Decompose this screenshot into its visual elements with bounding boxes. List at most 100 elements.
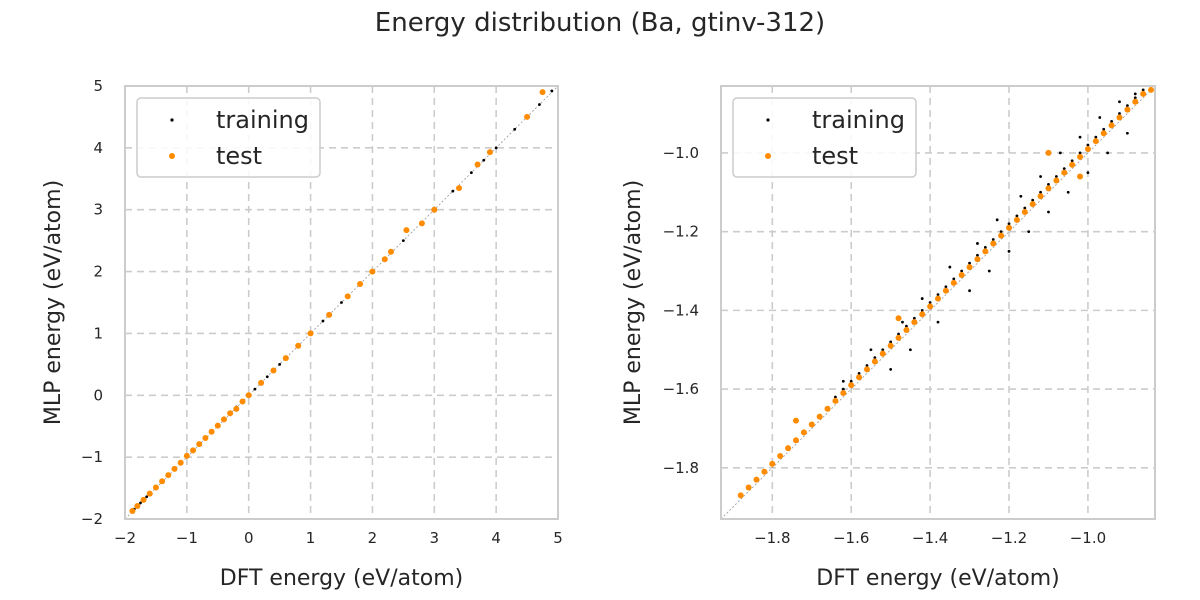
- training-point: [1007, 222, 1011, 226]
- training-point: [1078, 135, 1082, 139]
- training-point: [908, 348, 912, 352]
- test-point: [214, 422, 221, 429]
- training-point: [550, 89, 554, 93]
- y-tick-label: 0: [93, 386, 103, 404]
- legend-label: training: [812, 106, 905, 134]
- legend-marker-training: [170, 118, 174, 122]
- test-point: [1092, 138, 1099, 145]
- legend-marker-training: [766, 118, 770, 122]
- y-tick-label: −1.2: [663, 223, 699, 241]
- test-point: [863, 366, 870, 373]
- test-point: [919, 311, 926, 318]
- points-group: [129, 89, 554, 514]
- test-point: [369, 268, 376, 275]
- training-point: [901, 320, 904, 324]
- test-point: [208, 428, 215, 435]
- x-tick-label: 3: [430, 529, 440, 547]
- test-point: [486, 149, 493, 156]
- training-point: [1039, 190, 1042, 194]
- training-point: [865, 364, 869, 367]
- training-point: [976, 242, 979, 245]
- training-point: [1027, 230, 1031, 234]
- test-point: [524, 113, 531, 120]
- training-point: [897, 332, 900, 336]
- test-point: [1045, 185, 1052, 192]
- test-point: [832, 397, 839, 404]
- test-point: [935, 295, 941, 302]
- training-point: [834, 395, 837, 399]
- training-point: [1023, 206, 1027, 210]
- test-point: [295, 342, 302, 349]
- test-point: [177, 459, 184, 466]
- training-point: [253, 387, 257, 391]
- training-point: [1086, 143, 1090, 147]
- test-point: [990, 240, 997, 247]
- training-point: [944, 285, 948, 289]
- test-point: [1037, 193, 1044, 200]
- test-point: [777, 453, 784, 460]
- training-point: [1125, 104, 1129, 108]
- training-point: [1094, 135, 1098, 139]
- test-point: [911, 319, 918, 326]
- test-point: [942, 287, 949, 294]
- training-point: [999, 230, 1003, 234]
- test-point: [159, 478, 166, 485]
- training-point: [401, 239, 405, 243]
- test-point: [403, 227, 410, 234]
- training-point: [1098, 116, 1102, 119]
- training-point: [968, 261, 971, 265]
- test-point: [792, 437, 799, 444]
- test-point: [239, 398, 246, 405]
- test-point: [840, 390, 847, 397]
- training-point: [1047, 183, 1050, 186]
- training-point: [920, 308, 924, 312]
- training-point: [278, 362, 282, 366]
- test-point: [1084, 145, 1091, 152]
- test-point: [171, 465, 178, 472]
- x-tick-label: −1.2: [991, 529, 1027, 547]
- training-point: [340, 301, 343, 304]
- training-point: [1015, 214, 1019, 218]
- x-tick-label: 4: [491, 529, 501, 547]
- test-point: [1124, 106, 1131, 113]
- training-point: [538, 103, 541, 106]
- training-point: [1133, 96, 1137, 100]
- test-point: [282, 355, 289, 362]
- training-point: [1141, 88, 1145, 92]
- test-point: [1108, 122, 1115, 129]
- training-point: [841, 379, 845, 383]
- y-axis-label: MLP energy (eV/atom): [621, 180, 646, 425]
- test-point: [998, 232, 1005, 239]
- test-point: [357, 280, 364, 287]
- legend-marker-test: [765, 153, 771, 159]
- test-point: [146, 490, 153, 497]
- test-point: [1116, 114, 1123, 121]
- test-point: [307, 330, 314, 337]
- training-point: [494, 146, 498, 150]
- legend-box: [136, 97, 321, 178]
- training-point: [1047, 210, 1050, 214]
- training-point: [1062, 167, 1066, 171]
- test-point: [1045, 149, 1052, 156]
- test-point: [1132, 98, 1139, 105]
- test-point: [431, 206, 438, 213]
- training-point: [920, 297, 924, 300]
- figure-title: Energy distribution (Ba, gtinv-312): [374, 8, 826, 38]
- x-tick-label: −2: [114, 529, 136, 547]
- training-point: [983, 245, 987, 249]
- test-point: [129, 507, 136, 514]
- test-point: [792, 417, 799, 424]
- training-point: [889, 340, 893, 344]
- test-point: [258, 379, 265, 386]
- legend: training test: [136, 97, 321, 178]
- x-axis-label: DFT energy (eV/atom): [220, 566, 463, 591]
- test-point: [785, 445, 792, 452]
- x-tick-label: 0: [244, 529, 254, 547]
- test-point: [1029, 201, 1036, 208]
- y-tick-label: 5: [93, 77, 103, 95]
- test-point: [1021, 208, 1028, 215]
- test-point: [753, 476, 760, 483]
- test-point: [1100, 130, 1107, 137]
- training-point: [841, 387, 845, 391]
